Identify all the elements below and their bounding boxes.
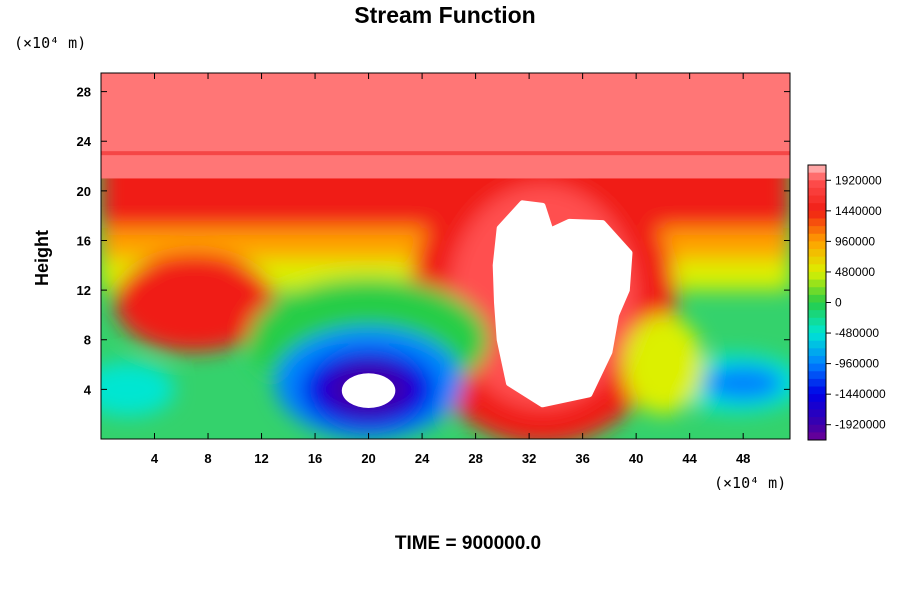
colorbar-swatch	[808, 371, 826, 380]
y-axis-unit: (×10⁴ m)	[14, 34, 86, 52]
colorbar	[807, 164, 827, 441]
colorbar-swatch	[808, 195, 826, 204]
x-tick-label: 28	[468, 451, 482, 466]
colorbar-swatch	[808, 203, 826, 212]
colorbar-swatch	[808, 432, 826, 441]
field-streak	[101, 151, 790, 156]
field-contour	[703, 365, 784, 401]
x-tick-label: 4	[151, 451, 159, 466]
colorbar-label: 480000	[835, 265, 875, 279]
colorbar-swatch	[808, 348, 826, 357]
colorbar-label: -480000	[835, 326, 879, 340]
y-tick-label: 20	[77, 184, 91, 199]
colorbar-swatch	[808, 310, 826, 319]
field-contour	[114, 252, 275, 353]
colorbar-label: -1920000	[835, 418, 886, 432]
colorbar-swatch	[808, 256, 826, 265]
x-tick-label: 32	[522, 451, 536, 466]
colorbar-swatch	[808, 210, 826, 219]
high-core-blank	[492, 200, 633, 408]
y-tick-label: 28	[77, 85, 91, 100]
y-tick-label: 8	[84, 333, 91, 348]
colorbar-swatch	[808, 394, 826, 403]
colorbar-swatch	[808, 294, 826, 303]
colorbar-swatch	[808, 165, 826, 174]
colorbar-label: 1920000	[835, 173, 882, 187]
colorbar-swatch	[808, 355, 826, 365]
colorbar-swatch	[808, 325, 826, 334]
colorbar-swatch	[808, 287, 826, 296]
y-axis-label: Height	[32, 230, 52, 286]
x-tick-label: 36	[575, 451, 589, 466]
plot-frame	[100, 72, 791, 440]
colorbar-swatch	[808, 172, 826, 181]
colorbar-swatch	[808, 241, 826, 250]
plot-area	[101, 73, 790, 439]
colorbar-label: -960000	[835, 357, 879, 371]
colorbar-swatch	[808, 271, 826, 281]
x-tick-label: 8	[204, 451, 211, 466]
x-tick-label: 24	[415, 451, 430, 466]
colorbar-swatch	[808, 378, 826, 388]
colorbar-swatch	[808, 401, 826, 410]
x-tick-label: 16	[308, 451, 322, 466]
x-tick-label: 48	[736, 451, 750, 466]
colorbar-swatch	[808, 279, 826, 288]
colorbar-label: 960000	[835, 234, 875, 248]
colorbar-swatch	[808, 417, 826, 426]
y-tick-label: 12	[77, 283, 91, 298]
colorbar-swatch	[808, 424, 826, 433]
x-tick-label: 44	[682, 451, 697, 466]
field-contour	[101, 362, 175, 417]
colorbar-swatch	[808, 218, 826, 227]
y-tick-label: 4	[84, 382, 92, 397]
colorbar-swatch	[808, 333, 826, 342]
vortex-core-blank	[341, 373, 396, 408]
colorbar-swatch	[808, 302, 826, 311]
colorbar-swatch	[808, 363, 826, 372]
x-axis-unit: (×10⁴ m)	[714, 474, 786, 492]
colorbar-swatch	[808, 187, 826, 197]
time-footer: TIME = 900000.0	[395, 533, 541, 554]
colorbar-label: 0	[835, 296, 842, 310]
colorbar-swatch	[808, 180, 826, 189]
colorbar-swatch	[808, 264, 826, 273]
x-tick-label: 40	[629, 451, 643, 466]
field-plateau	[101, 73, 790, 179]
colorbar-swatch	[808, 386, 826, 395]
y-tick-label: 16	[77, 233, 91, 248]
colorbar-swatch	[808, 226, 826, 235]
y-tick-label: 24	[77, 134, 92, 149]
colorbar-swatch	[808, 317, 826, 326]
chart-title: Stream Function	[354, 2, 535, 28]
colorbar-label: 1440000	[835, 204, 882, 218]
colorbar-swatch	[808, 340, 826, 349]
field-contour	[622, 314, 704, 415]
x-tick-label: 20	[361, 451, 375, 466]
colorbar-swatch	[808, 233, 826, 242]
x-tick-label: 12	[254, 451, 268, 466]
colorbar-label: -1440000	[835, 387, 886, 401]
colorbar-swatch	[808, 249, 826, 258]
colorbar-swatch	[808, 409, 826, 418]
